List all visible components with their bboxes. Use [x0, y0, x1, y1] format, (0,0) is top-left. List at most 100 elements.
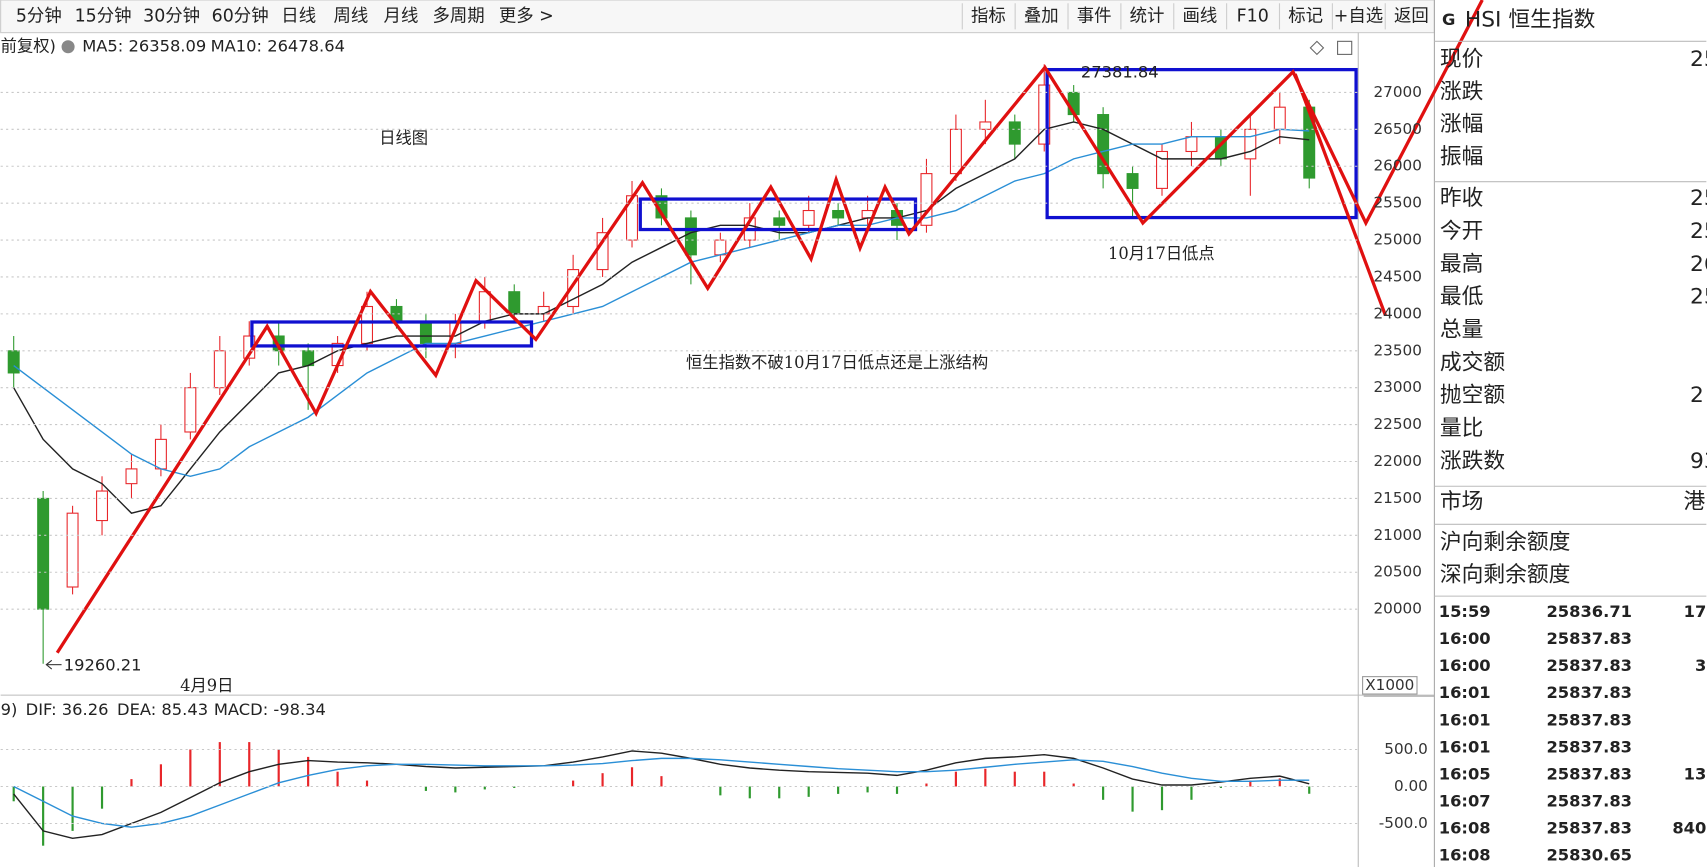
candle-body [684, 217, 697, 256]
quote-label: 昨收 [1440, 186, 1484, 211]
y-tick-label: 20500 [1373, 563, 1421, 581]
icon[interactable] [1337, 40, 1353, 55]
low-label: 19260.21 [64, 655, 142, 674]
toolbar-button[interactable]: 画线 [1182, 6, 1217, 26]
toolbar-button[interactable]: 事件 [1077, 6, 1112, 26]
y-tick-label: 25000 [1373, 231, 1421, 249]
tick-volume: 840 [1672, 819, 1706, 838]
quote-label: 最低 [1440, 285, 1484, 310]
period-tab[interactable]: 日线 [281, 6, 316, 26]
candle-body [213, 350, 226, 389]
candle-body [537, 305, 550, 315]
macd-legend: 9) [1, 700, 18, 719]
annotation: 4月9日 [180, 676, 233, 695]
texts: 5分钟 15分钟 30分钟 60分钟 日线 周线 月线 多周期 更多 > 指标 叠加 事件 统计 画线 F1… [0, 3, 1707, 865]
period-tab[interactable]: 30分钟 [143, 6, 200, 26]
dif-line [13, 750, 1310, 840]
tick-time: 16:08 [1439, 846, 1491, 865]
candle-body [66, 512, 79, 588]
toolbar-button[interactable]: 叠加 [1024, 6, 1059, 26]
tick-time: 16:00 [1439, 629, 1491, 648]
low-arrow-head [45, 659, 53, 670]
candles [7, 64, 1316, 846]
quote-value: 25 [1690, 219, 1707, 244]
candle-body [832, 209, 845, 219]
toolbar-button[interactable]: 指标 [971, 6, 1006, 26]
quote-label: 量比 [1440, 416, 1484, 441]
dea-line [13, 757, 1310, 828]
period-tab[interactable]: 60分钟 [212, 6, 269, 26]
period-tab[interactable]: 多周期 [433, 6, 485, 26]
annotation: 恒生指数不破10月17日低点还是上涨结构 [686, 353, 988, 372]
period-tab[interactable]: 月线 [384, 6, 419, 26]
quote-value: 25 [1690, 186, 1707, 211]
y-tick-label: -500.0 [1379, 814, 1428, 832]
candle-body [567, 269, 580, 308]
candle-body [1273, 106, 1286, 130]
tick-time: 16:01 [1439, 737, 1491, 756]
macd-legend: DIF: 36.26 [26, 700, 109, 719]
adjust-label: 前复权) [1, 36, 56, 55]
tick-price: 25837.83 [1546, 629, 1632, 648]
candle-body [1126, 173, 1139, 189]
high-label: 27381.84 [1081, 62, 1159, 81]
toolbar [0, 0, 1435, 34]
quote-label: 成交额 [1440, 350, 1506, 375]
candle-body [1185, 136, 1198, 153]
candle-body [1097, 114, 1110, 175]
quota-label: 沪向剩余额度 [1440, 530, 1571, 555]
y-tick-label: 23000 [1373, 378, 1421, 396]
icon[interactable] [61, 40, 75, 54]
annotation: 10月17日低点 [1108, 244, 1215, 263]
period-tab[interactable]: 5分钟 [16, 6, 62, 26]
trend-zigzag [55, 0, 1484, 654]
candle-body [508, 291, 521, 315]
tick-time: 16:05 [1439, 764, 1491, 783]
tick-time: 16:08 [1439, 819, 1491, 838]
y-tick-label: 21500 [1373, 489, 1421, 507]
quote-value: 25 [1690, 47, 1707, 72]
toolbar-button[interactable]: +自选 [1334, 6, 1383, 26]
candle-body [949, 128, 962, 175]
candle-body [1244, 128, 1257, 160]
toolbar-button[interactable]: 标记 [1288, 6, 1323, 26]
candle-body [478, 291, 491, 322]
period-tab[interactable]: 更多 > [499, 6, 554, 26]
y-tick-label: 20000 [1373, 600, 1421, 618]
quote-value: 26 [1690, 252, 1707, 277]
tick-price: 25837.83 [1546, 710, 1632, 729]
toolbar-button[interactable]: 返回 [1394, 6, 1429, 26]
y-tick-label: 26500 [1373, 120, 1421, 138]
y-tick-label: 26000 [1373, 157, 1421, 175]
quote-label: 现价 [1440, 47, 1484, 72]
unit-box [1362, 676, 1418, 695]
tick-price: 25837.83 [1546, 792, 1632, 811]
candle-body [419, 320, 432, 344]
candle-body [184, 387, 197, 433]
tick-volume: 17 [1684, 602, 1707, 621]
market-value: 港 [1684, 490, 1706, 515]
candle-body [361, 305, 374, 344]
quote-label: 涨幅 [1440, 112, 1484, 137]
quote-label: 涨跌 [1440, 79, 1484, 104]
tick-price: 25836.71 [1546, 602, 1632, 621]
candle-body [1038, 84, 1051, 145]
y-tick-label: 24000 [1373, 304, 1421, 322]
toolbar-button[interactable]: F10 [1237, 6, 1269, 26]
tick-price: 25837.83 [1546, 683, 1632, 702]
tick-price: 25837.83 [1546, 819, 1632, 838]
tick-price: 25837.83 [1546, 656, 1632, 675]
unit-label: X1000 [1365, 676, 1414, 694]
period-tab[interactable]: 15分钟 [75, 6, 132, 26]
candle-body [920, 173, 933, 226]
toolbar-button[interactable]: 统计 [1130, 6, 1165, 26]
period-tab[interactable]: 周线 [334, 6, 369, 26]
candle-body [7, 350, 20, 374]
y-tick-label: 25500 [1373, 194, 1421, 212]
icon[interactable] [1309, 40, 1325, 56]
candle-body [773, 217, 786, 226]
annotation: 日线图 [379, 129, 428, 148]
